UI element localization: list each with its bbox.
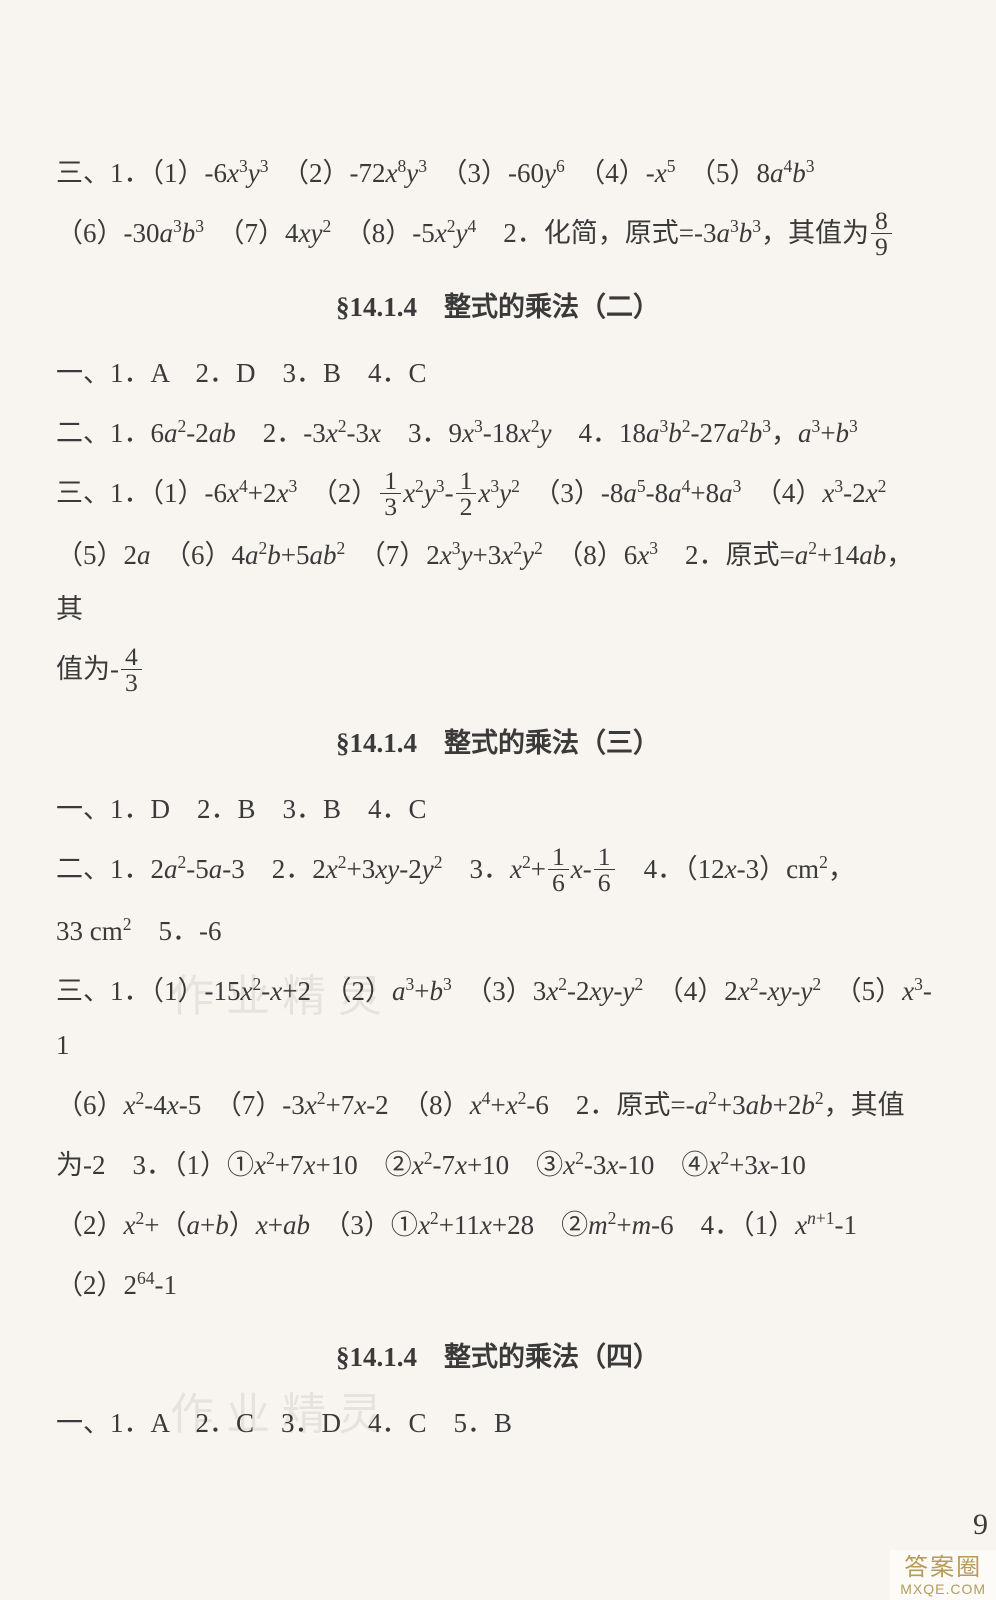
page-number-hint: 9 <box>973 1508 988 1542</box>
answer-line: 三、1．（1）-6x3y3 （2）-72x8y3 （3）-60y6 （4）-x5… <box>56 146 940 200</box>
answer-line: 一、1．D 2．B 3．B 4．C <box>56 782 940 836</box>
answer-line: 一、1．A 2．C 3．D 4．C 5．B <box>56 1396 940 1450</box>
answer-line: 值为-43 <box>56 642 940 698</box>
answer-line: （6）x2-4x-5 （7）-3x2+7x-2 （8）x4+x2-6 2．原式=… <box>56 1078 940 1132</box>
answer-line: （2）x2+（a+b）x+ab （3）①x2+11x+28 ②m2+m-6 4．… <box>56 1198 940 1252</box>
section-title: §14.1.4 整式的乘法（三） <box>56 716 940 770</box>
section-title: §14.1.4 整式的乘法（四） <box>56 1330 940 1384</box>
answer-line: 一、1．A 2．D 3．B 4．C <box>56 346 940 400</box>
answer-line: （2）264-1 <box>56 1258 940 1312</box>
answer-line: 33 cm2 5．-6 <box>56 904 940 958</box>
badge-line-2: MXQE.COM <box>900 1582 986 1596</box>
answer-line: 为-2 3．（1）①x2+7x+10 ②x2-7x+10 ③x2-3x-10 ④… <box>56 1138 940 1192</box>
answer-line: 二、1．6a2-2ab 2．-3x2-3x 3．9x3-18x2y 4．18a3… <box>56 406 940 460</box>
badge-line-1: 答案圈 <box>904 1554 982 1581</box>
answer-line: 三、1．（1）-6x4+2x3 （2）13x2y3-12x3y2 （3）-8a5… <box>56 466 940 522</box>
document-page: 三、1．（1）-6x3y3 （2）-72x8y3 （3）-60y6 （4）-x5… <box>0 0 996 1496</box>
source-badge: 答案圈 MXQE.COM <box>890 1550 996 1600</box>
answer-line: 二、1．2a2-5a-3 2．2x2+3xy-2y2 3．x2+16x-16 4… <box>56 842 940 898</box>
answer-line: （5）2a （6）4a2b+5ab2 （7）2x3y+3x2y2 （8）6x3 … <box>56 528 940 636</box>
answer-line: （6）-30a3b3 （7）4xy2 （8）-5x2y4 2．化简，原式=-3a… <box>56 206 940 262</box>
section-title: §14.1.4 整式的乘法（二） <box>56 280 940 334</box>
answer-line: 三、1．（1）-15x2-x+2 （2）a3+b3 （3）3x2-2xy-y2 … <box>56 964 940 1072</box>
